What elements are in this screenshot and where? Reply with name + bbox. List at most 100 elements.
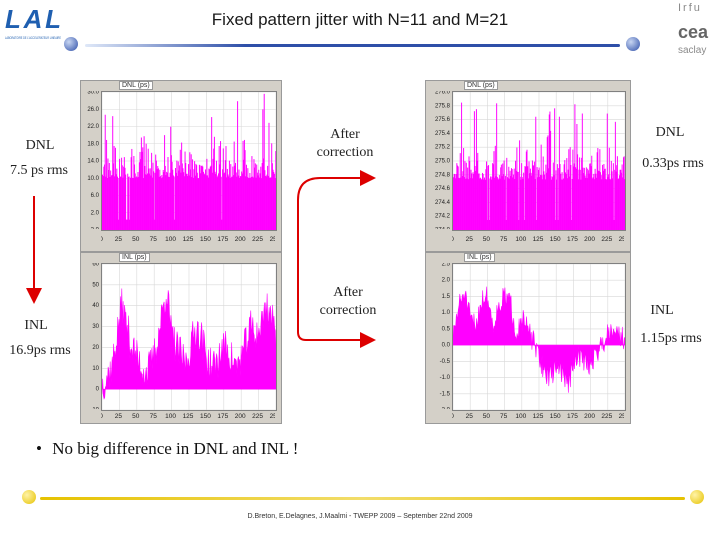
data-bar [143, 136, 145, 230]
data-bar [140, 137, 142, 230]
data-bar [233, 175, 234, 230]
y-tick-label: 2.0 [91, 210, 100, 216]
y-tick-label: -1.0 [440, 375, 451, 381]
data-bar [241, 173, 243, 230]
data-bar [560, 173, 562, 230]
data-bar [155, 160, 157, 230]
data-bar [540, 174, 541, 230]
data-bar [162, 169, 164, 230]
x-tick-label: 100 [515, 236, 526, 243]
data-bar [557, 219, 559, 230]
data-bar [469, 161, 471, 230]
data-bar [189, 152, 191, 230]
data-bar [218, 146, 220, 230]
data-bar [583, 173, 585, 230]
data-bar [465, 178, 467, 230]
data-bar [551, 176, 553, 230]
data-bar [563, 164, 565, 230]
y-tick-label: 274.8 [435, 172, 451, 178]
data-bar [497, 178, 499, 230]
data-bar [196, 165, 198, 230]
data-bar [598, 170, 599, 230]
data-bar [127, 176, 129, 230]
data-bar [146, 174, 148, 230]
data-bar [249, 173, 251, 230]
x-tick-label: 150 [200, 236, 211, 243]
data-bar [129, 177, 131, 230]
data-bar [535, 219, 537, 230]
data-bar [103, 166, 105, 230]
data-bar [575, 168, 577, 230]
data-bar [226, 168, 228, 230]
data-bar [536, 167, 538, 230]
bottom-rule [40, 497, 685, 500]
data-bar [585, 177, 587, 230]
data-bar [195, 163, 197, 230]
data-bar [546, 172, 548, 230]
data-bar [617, 178, 619, 230]
data-bar [216, 177, 218, 230]
data-bar [504, 175, 506, 230]
data-bar [205, 169, 207, 230]
data-bar [602, 164, 604, 230]
data-bar [140, 159, 142, 230]
data-bar [589, 163, 591, 230]
dnl-after-value: 0.33ps rms [642, 156, 704, 171]
data-bar [252, 177, 254, 230]
data-bar [245, 164, 247, 230]
data-bar [578, 169, 580, 230]
data-bar [464, 161, 466, 230]
dnl-after-header: DNL (ps) [464, 81, 498, 90]
data-bar [487, 165, 489, 230]
data-area [452, 286, 626, 393]
data-bar [492, 164, 494, 230]
data-bar [480, 179, 482, 230]
bullet-point: • No big difference in DNL and INL ! [36, 439, 298, 459]
data-bar [554, 108, 556, 230]
data-bar [227, 174, 229, 230]
data-bar [457, 165, 459, 230]
data-bar [488, 219, 490, 230]
data-bar [250, 178, 252, 230]
data-bar [529, 173, 531, 230]
data-bar [525, 166, 527, 230]
data-bar [102, 174, 103, 230]
data-bar [127, 173, 129, 230]
data-bar [200, 165, 202, 230]
data-bar [517, 171, 519, 230]
data-bar [532, 165, 534, 230]
data-bar [134, 164, 136, 230]
data-bar [566, 158, 568, 230]
data-bar [494, 177, 496, 230]
data-bar [624, 179, 626, 230]
data-bar [572, 149, 574, 230]
data-bar [538, 167, 540, 230]
data-bar [482, 172, 483, 230]
data-bar [552, 177, 554, 230]
y-tick-label: 22.0 [87, 124, 99, 130]
data-bar [199, 165, 201, 230]
inl-after-x-ticks: 0 25 50 75 100 125 150 175 200 225 255 [452, 413, 624, 420]
data-bar [584, 175, 586, 230]
data-bar [613, 219, 615, 230]
data-bar [608, 147, 610, 230]
dnl-after-chart [452, 91, 626, 231]
data-bar [569, 176, 570, 230]
data-bar [115, 174, 117, 230]
data-bar [149, 168, 151, 230]
x-tick-label: 200 [584, 413, 595, 420]
y-tick-label: 60 [92, 263, 99, 268]
data-bar [466, 178, 468, 230]
y-tick-label: 0.5 [442, 326, 451, 332]
data-bar [108, 162, 110, 230]
y-tick-label: 274.0 [435, 228, 451, 230]
y-tick-label: -2.0 [89, 228, 100, 230]
data-bar [511, 168, 512, 230]
data-bar [206, 158, 208, 230]
data-bar [177, 175, 179, 230]
x-tick-label: 50 [483, 413, 491, 420]
data-bar [191, 177, 193, 230]
top-left-dot [64, 37, 78, 51]
data-bar [460, 177, 462, 230]
data-bar [104, 164, 106, 230]
